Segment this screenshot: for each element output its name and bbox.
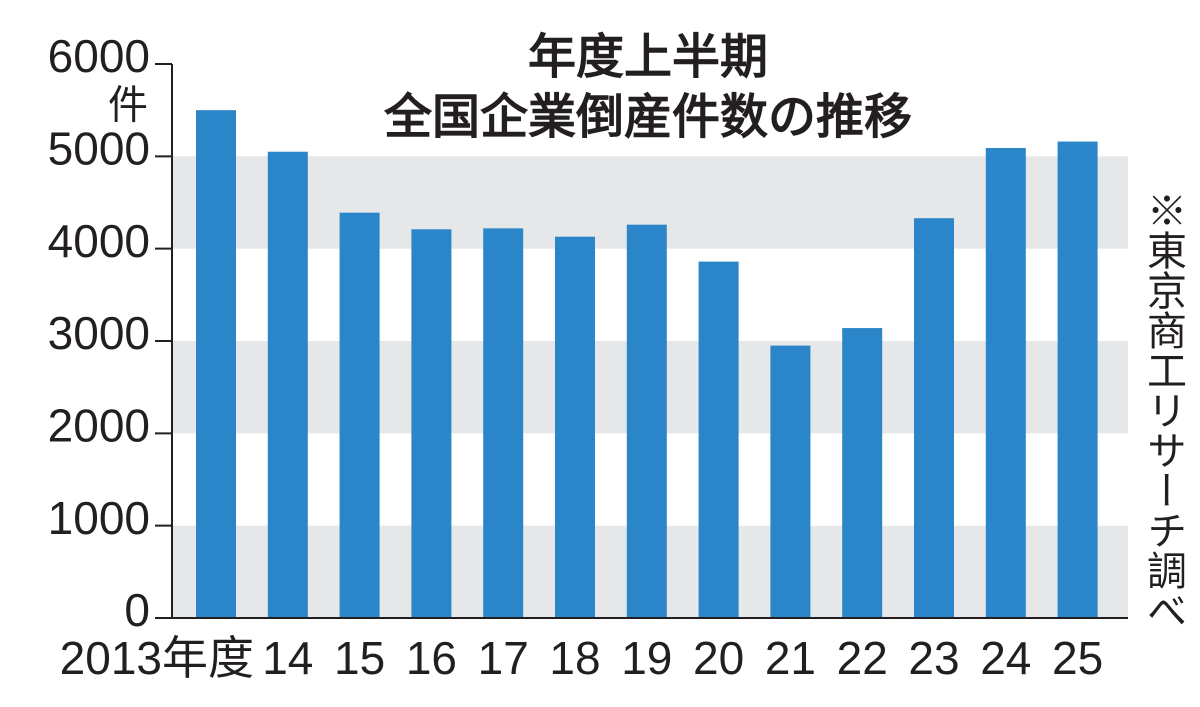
bar [1057,141,1098,618]
x-tick-label: 25 [1052,632,1103,684]
bar [626,224,667,618]
x-tick-label: 20 [693,632,744,684]
y-tick-label: 6000 [48,30,150,82]
y-tick-label: 2000 [48,399,150,451]
x-tick-label: 17 [478,632,529,684]
chart-title: 全国企業倒産件数の推移 [383,89,912,145]
bar [842,328,883,618]
bar [914,218,954,619]
source-note: ※東京商工リサーチ調べ [1140,190,1186,630]
chart-title: 年度上半期 [528,29,768,85]
x-tick-label: 16 [406,632,457,684]
bar [267,151,308,618]
y-tick-label: 3000 [48,307,150,359]
bar [411,229,452,618]
bar [770,345,811,618]
y-tick-label: 4000 [48,215,150,267]
bar [196,110,236,619]
bar [483,228,524,618]
x-tick-label: 22 [837,632,888,684]
bar [698,261,739,618]
x-tick-label: 14 [262,632,313,684]
y-unit: 件 [108,84,148,128]
bar [985,148,1026,619]
x-tick-label: 15 [334,632,385,684]
x-tick-label: 18 [549,632,600,684]
x-tick-label: 24 [980,632,1031,684]
x-tick-label: 21 [765,632,816,684]
bar [555,236,595,618]
x-tick-label: 2013年度 [60,632,254,684]
y-tick-label: 0 [124,584,150,636]
bar [339,212,380,618]
y-tick-label: 1000 [48,492,150,544]
y-tick-label: 5000 [48,122,150,174]
x-tick-label: 19 [621,632,672,684]
x-tick-label: 23 [908,632,959,684]
